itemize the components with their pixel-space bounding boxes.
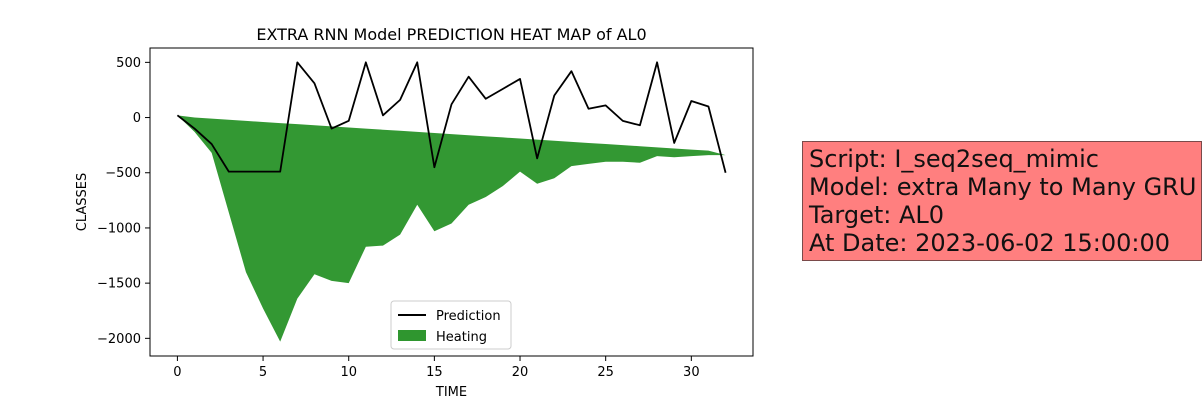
x-tick-label: 5: [259, 365, 267, 380]
x-axis-ticks: 0 5 10 15 20 25 30: [173, 356, 700, 380]
legend-heating-label: Heating: [436, 330, 487, 345]
x-tick-label: 20: [512, 365, 529, 380]
info-model-line: Model: extra Many to Many GRU: [809, 173, 1197, 201]
x-tick-label: 15: [426, 365, 443, 380]
y-tick-label: 500: [116, 56, 141, 71]
info-script-line: Script: I_seq2seq_mimic: [809, 145, 1099, 173]
plot-layer: [176, 61, 727, 342]
x-tick-label: 25: [597, 365, 614, 380]
info-box: Script: I_seq2seq_mimic Model: extra Man…: [802, 141, 1202, 261]
prediction-line: [176, 61, 727, 173]
y-tick-label: 0: [133, 111, 141, 126]
x-axis-label: TIME: [435, 385, 467, 400]
info-date-line: At Date: 2023-06-02 15:00:00: [809, 229, 1171, 257]
heating-area: [177, 115, 726, 342]
info-target-line: Target: AL0: [809, 201, 945, 229]
y-tick-label: −500: [105, 166, 141, 181]
chart-title: EXTRA RNN Model PREDICTION HEAT MAP of A…: [256, 25, 646, 44]
y-axis-ticks: 500 0 −500 −1000 −1500 −2000: [97, 56, 150, 347]
x-tick-label: 0: [173, 365, 181, 380]
y-axis-label: CLASSES: [75, 173, 90, 231]
legend-prediction-label: Prediction: [436, 309, 501, 324]
y-tick-label: −2000: [97, 332, 141, 347]
y-tick-label: −1000: [97, 221, 141, 236]
x-tick-label: 10: [340, 365, 357, 380]
x-tick-label: 30: [683, 365, 700, 380]
legend: Prediction Heating: [390, 300, 512, 350]
plot-frame: [149, 47, 754, 357]
legend-heating-swatch: [398, 330, 426, 341]
y-tick-label: −1500: [97, 277, 141, 292]
chart: 0 5 10 15 20 25 30 500 0 −500 −1000 −1500 −2000 EXT…: [75, 25, 754, 400]
